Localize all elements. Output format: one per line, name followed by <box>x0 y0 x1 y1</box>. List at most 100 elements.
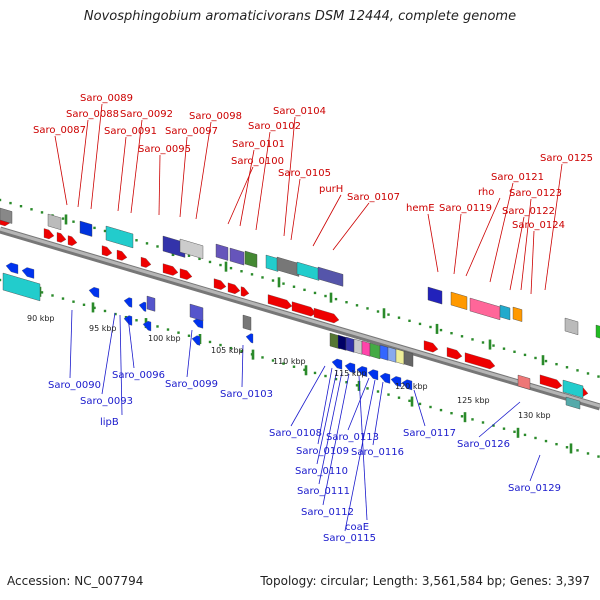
reverse-gene-arrow[interactable] <box>138 301 147 312</box>
reverse-gene-label[interactable]: Saro_0109 <box>296 446 349 457</box>
forward-gene-label[interactable]: Saro_0105 <box>278 168 331 179</box>
reverse-gene-arrow[interactable] <box>123 297 133 308</box>
feature-box[interactable] <box>329 332 341 350</box>
feature-box[interactable] <box>517 374 531 390</box>
reverse-gene-label[interactable]: Saro_0108 <box>269 428 322 439</box>
forward-gene-label[interactable]: hemE <box>406 203 435 214</box>
forward-gene-label[interactable]: Saro_0098 <box>189 111 242 122</box>
reverse-gene-label[interactable]: Saro_0113 <box>326 432 379 443</box>
forward-gene-label[interactable]: Saro_0088 <box>66 109 119 120</box>
forward-gene-arrow[interactable] <box>291 301 317 317</box>
reverse-gene-arrow[interactable] <box>21 267 35 279</box>
feature-box[interactable] <box>427 286 443 305</box>
forward-gene-arrow[interactable] <box>464 352 496 370</box>
forward-gene-arrow[interactable] <box>43 228 55 240</box>
forward-gene-arrow[interactable] <box>227 282 241 294</box>
forward-gene-arrow[interactable] <box>313 307 340 324</box>
forward-gene-label[interactable]: Saro_0097 <box>165 126 218 137</box>
feature-box[interactable] <box>0 207 13 224</box>
feature-box[interactable] <box>353 338 363 355</box>
reverse-gene-label[interactable]: Saro_0115 <box>323 533 376 544</box>
reverse-gene-label[interactable]: Saro_0117 <box>403 428 456 439</box>
forward-gene-arrow[interactable] <box>67 235 78 246</box>
feature-box[interactable] <box>296 261 320 281</box>
reverse-gene-label[interactable]: Saro_0103 <box>220 389 273 400</box>
forward-gene-label[interactable]: Saro_0123 <box>509 188 562 199</box>
forward-gene-label[interactable]: rho <box>478 187 494 198</box>
feature-box[interactable] <box>244 250 258 268</box>
feature-box[interactable] <box>146 295 156 312</box>
reverse-gene-arrow[interactable] <box>379 372 391 384</box>
forward-gene-label[interactable]: Saro_0104 <box>273 106 326 117</box>
reverse-gene-arrow[interactable] <box>142 320 152 332</box>
feature-box[interactable] <box>2 272 41 302</box>
forward-gene-label[interactable]: Saro_0121 <box>491 172 544 183</box>
reverse-gene-label[interactable]: Saro_0090 <box>48 380 101 391</box>
forward-gene-label[interactable]: Saro_0091 <box>104 126 157 137</box>
forward-gene-label[interactable]: Saro_0124 <box>512 220 565 231</box>
feature-box[interactable] <box>345 336 355 353</box>
feature-box[interactable] <box>179 238 204 260</box>
forward-gene-label[interactable]: purH <box>319 184 343 195</box>
reverse-gene-arrow[interactable] <box>367 369 379 381</box>
feature-box[interactable] <box>79 220 93 237</box>
feature-box[interactable] <box>387 346 397 363</box>
feature-box[interactable] <box>512 306 523 322</box>
forward-gene-arrow[interactable] <box>140 256 152 268</box>
forward-gene-label[interactable]: Saro_0125 <box>540 153 593 164</box>
forward-gene-arrow[interactable] <box>116 249 128 261</box>
reverse-gene-arrow[interactable] <box>390 376 402 387</box>
feature-box[interactable] <box>105 225 134 249</box>
feature-box[interactable] <box>337 334 347 351</box>
forward-gene-label[interactable]: Saro_0119 <box>439 203 492 214</box>
forward-gene-arrow[interactable] <box>423 340 439 353</box>
feature-box[interactable] <box>242 314 252 331</box>
feature-box[interactable] <box>361 340 371 357</box>
feature-box[interactable] <box>565 396 581 410</box>
forward-gene-label[interactable]: Saro_0095 <box>138 144 191 155</box>
feature-box[interactable] <box>162 235 186 258</box>
reverse-gene-label[interactable]: Saro_0099 <box>165 379 218 390</box>
reverse-gene-label[interactable]: coaE <box>345 522 369 533</box>
forward-gene-label[interactable]: Saro_0101 <box>232 139 285 150</box>
forward-gene-arrow[interactable] <box>162 263 179 276</box>
forward-gene-arrow[interactable] <box>56 232 67 243</box>
reverse-gene-label[interactable]: Saro_0110 <box>295 466 348 477</box>
forward-gene-label[interactable]: Saro_0102 <box>248 121 301 132</box>
reverse-gene-arrow[interactable] <box>123 315 133 326</box>
reverse-gene-label[interactable]: Saro_0126 <box>457 439 510 450</box>
reverse-gene-label[interactable]: Saro_0116 <box>351 447 404 458</box>
feature-box[interactable] <box>265 254 279 272</box>
feature-box[interactable] <box>595 324 600 339</box>
forward-gene-arrow[interactable] <box>213 278 227 290</box>
feature-box[interactable] <box>403 350 414 367</box>
forward-gene-arrow[interactable] <box>179 268 193 280</box>
feature-box[interactable] <box>469 297 501 321</box>
feature-box[interactable] <box>499 304 511 321</box>
forward-gene-arrow[interactable] <box>101 245 113 257</box>
reverse-gene-arrow[interactable] <box>191 335 201 346</box>
reverse-gene-label[interactable]: Saro_0111 <box>297 486 350 497</box>
forward-gene-arrow[interactable] <box>539 374 563 389</box>
feature-box[interactable] <box>317 266 344 287</box>
reverse-gene-arrow[interactable] <box>344 362 356 374</box>
forward-gene-label[interactable]: Saro_0089 <box>80 93 133 104</box>
forward-gene-arrow[interactable] <box>446 347 463 360</box>
forward-gene-label[interactable]: Saro_0092 <box>120 109 173 120</box>
feature-box[interactable] <box>395 348 405 365</box>
reverse-gene-arrow[interactable] <box>331 358 343 370</box>
feature-box[interactable] <box>450 291 468 310</box>
feature-box[interactable] <box>564 317 579 336</box>
forward-gene-label[interactable]: Saro_0107 <box>347 192 400 203</box>
forward-gene-label[interactable]: Saro_0122 <box>502 206 555 217</box>
reverse-gene-arrow[interactable] <box>88 287 100 298</box>
reverse-gene-label[interactable]: Saro_0093 <box>80 396 133 407</box>
forward-gene-arrow[interactable] <box>267 294 293 310</box>
reverse-gene-arrow[interactable] <box>5 262 19 275</box>
reverse-gene-arrow[interactable] <box>356 366 368 377</box>
forward-gene-arrow[interactable] <box>240 286 250 297</box>
feature-box[interactable] <box>379 344 389 361</box>
reverse-gene-label[interactable]: Saro_0096 <box>112 370 165 381</box>
reverse-gene-label[interactable]: Saro_0129 <box>508 483 561 494</box>
